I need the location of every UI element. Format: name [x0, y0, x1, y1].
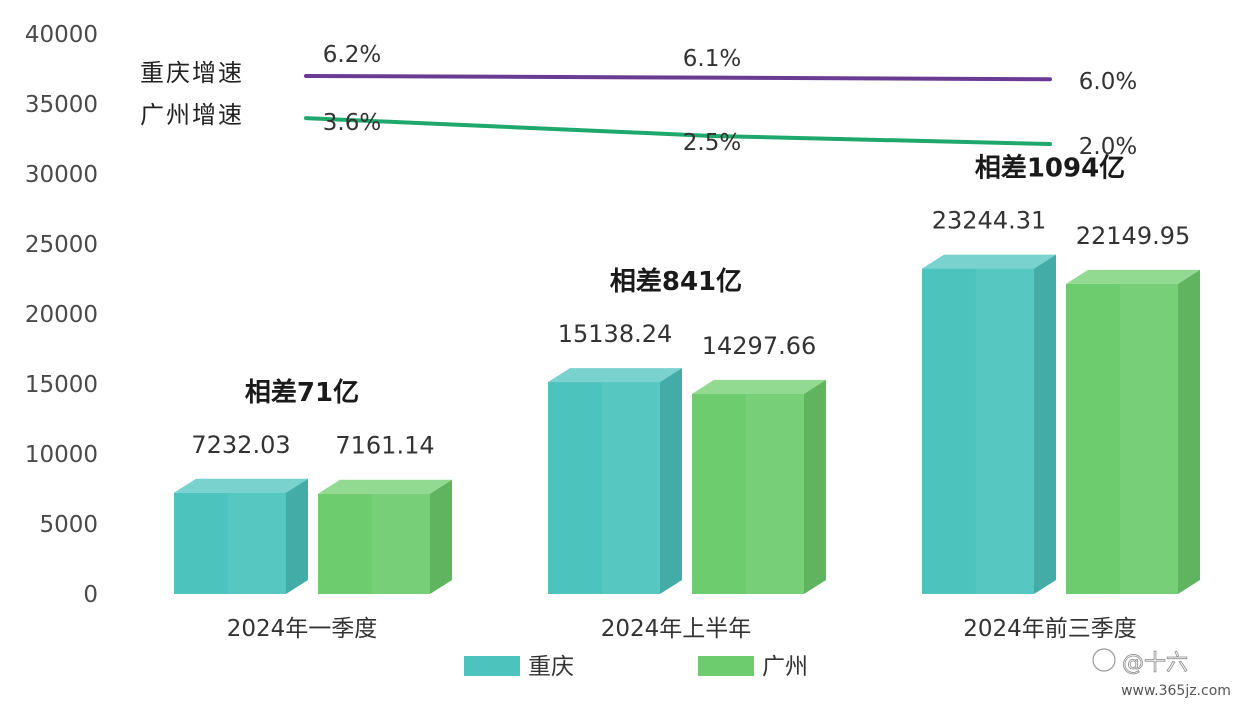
- difference-label: 相差71亿: [245, 377, 359, 408]
- growth-lines: 重庆增速 6.2% 6.1% 6.0% 广州增速 3.6% 2.5% 2.0%: [140, 42, 1137, 160]
- watermark: @十六 www.365jz.com: [1092, 648, 1240, 700]
- bar-highlight: [227, 492, 286, 594]
- y-tick-label: 0: [83, 582, 98, 608]
- y-tick-label: 35000: [25, 92, 98, 118]
- growth-rate-label: 3.6%: [323, 110, 381, 136]
- watermark-logo-icon: [1092, 648, 1116, 672]
- y-tick-label: 15000: [25, 372, 98, 398]
- x-category-label: 2024年上半年: [601, 616, 752, 642]
- bar-value-label: 22149.95: [1076, 222, 1191, 250]
- bar-side-face: [1034, 254, 1056, 595]
- legend-label: 广州: [762, 654, 808, 680]
- growth-rate-label: 6.1%: [683, 46, 741, 72]
- bar-side-face: [430, 479, 452, 594]
- y-tick-label: 10000: [25, 442, 98, 468]
- y-tick-label: 20000: [25, 302, 98, 328]
- bars: [174, 254, 1200, 595]
- bar-top-face: [1066, 269, 1200, 284]
- bar-top-face: [318, 479, 452, 494]
- bar-highlight: [371, 493, 430, 594]
- y-axis-ticks: 0 5000 10000 15000 20000 25000 30000 35000 40000: [25, 22, 98, 608]
- y-tick-label: 40000: [25, 22, 98, 48]
- bar-side-face: [660, 368, 682, 594]
- bar-top-face: [692, 379, 826, 394]
- y-tick-label: 30000: [25, 162, 98, 188]
- y-tick-label: 5000: [39, 512, 98, 538]
- bar-top-face: [174, 478, 308, 493]
- bar-highlight: [975, 268, 1034, 594]
- bar-value-label: 23244.31: [932, 207, 1047, 235]
- bar-value-label: 15138.24: [558, 320, 673, 348]
- difference-label: 相差1094亿: [975, 153, 1125, 184]
- watermark-url: www.365jz.com: [1121, 683, 1231, 699]
- bar-side-face: [286, 478, 308, 594]
- watermark-url-bg: [1112, 680, 1240, 700]
- bar-value-label: 14297.66: [702, 332, 817, 360]
- bar-highlight: [1119, 283, 1178, 594]
- bar-side-face: [804, 379, 826, 594]
- legend-swatch-1: [698, 656, 754, 676]
- watermark-text: @十六: [1122, 651, 1188, 676]
- bar-top-face: [548, 368, 682, 383]
- growth-rate-label: 6.0%: [1079, 69, 1137, 95]
- x-category-label: 2024年前三季度: [963, 616, 1137, 642]
- bar-highlight: [601, 382, 660, 594]
- legend-swatch-0: [464, 656, 520, 676]
- bar-value-label: 7161.14: [335, 432, 434, 460]
- bar-labels: 7232.03 7161.14 相差71亿 2024年一季度 15138.24 14297…: [191, 153, 1190, 642]
- bar-side-face: [1178, 269, 1200, 594]
- growth-rate-label: 2.5%: [683, 130, 741, 156]
- bar-top-face: [922, 254, 1056, 269]
- bar-highlight: [745, 393, 804, 594]
- legend-label: 重庆: [528, 654, 574, 680]
- difference-label: 相差841亿: [610, 266, 742, 297]
- growth-line-0: [304, 74, 1052, 82]
- growth-line-1: [304, 116, 1052, 147]
- bar-value-label: 7232.03: [191, 431, 290, 459]
- y-tick-label: 25000: [25, 232, 98, 258]
- x-category-label: 2024年一季度: [227, 616, 378, 642]
- growth-series-name: 广州增速: [140, 101, 244, 129]
- growth-rate-label: 6.2%: [323, 42, 381, 68]
- growth-series-name: 重庆增速: [140, 59, 244, 87]
- growth-rate-label: 2.0%: [1079, 134, 1137, 160]
- legend: 重庆 广州: [464, 654, 808, 680]
